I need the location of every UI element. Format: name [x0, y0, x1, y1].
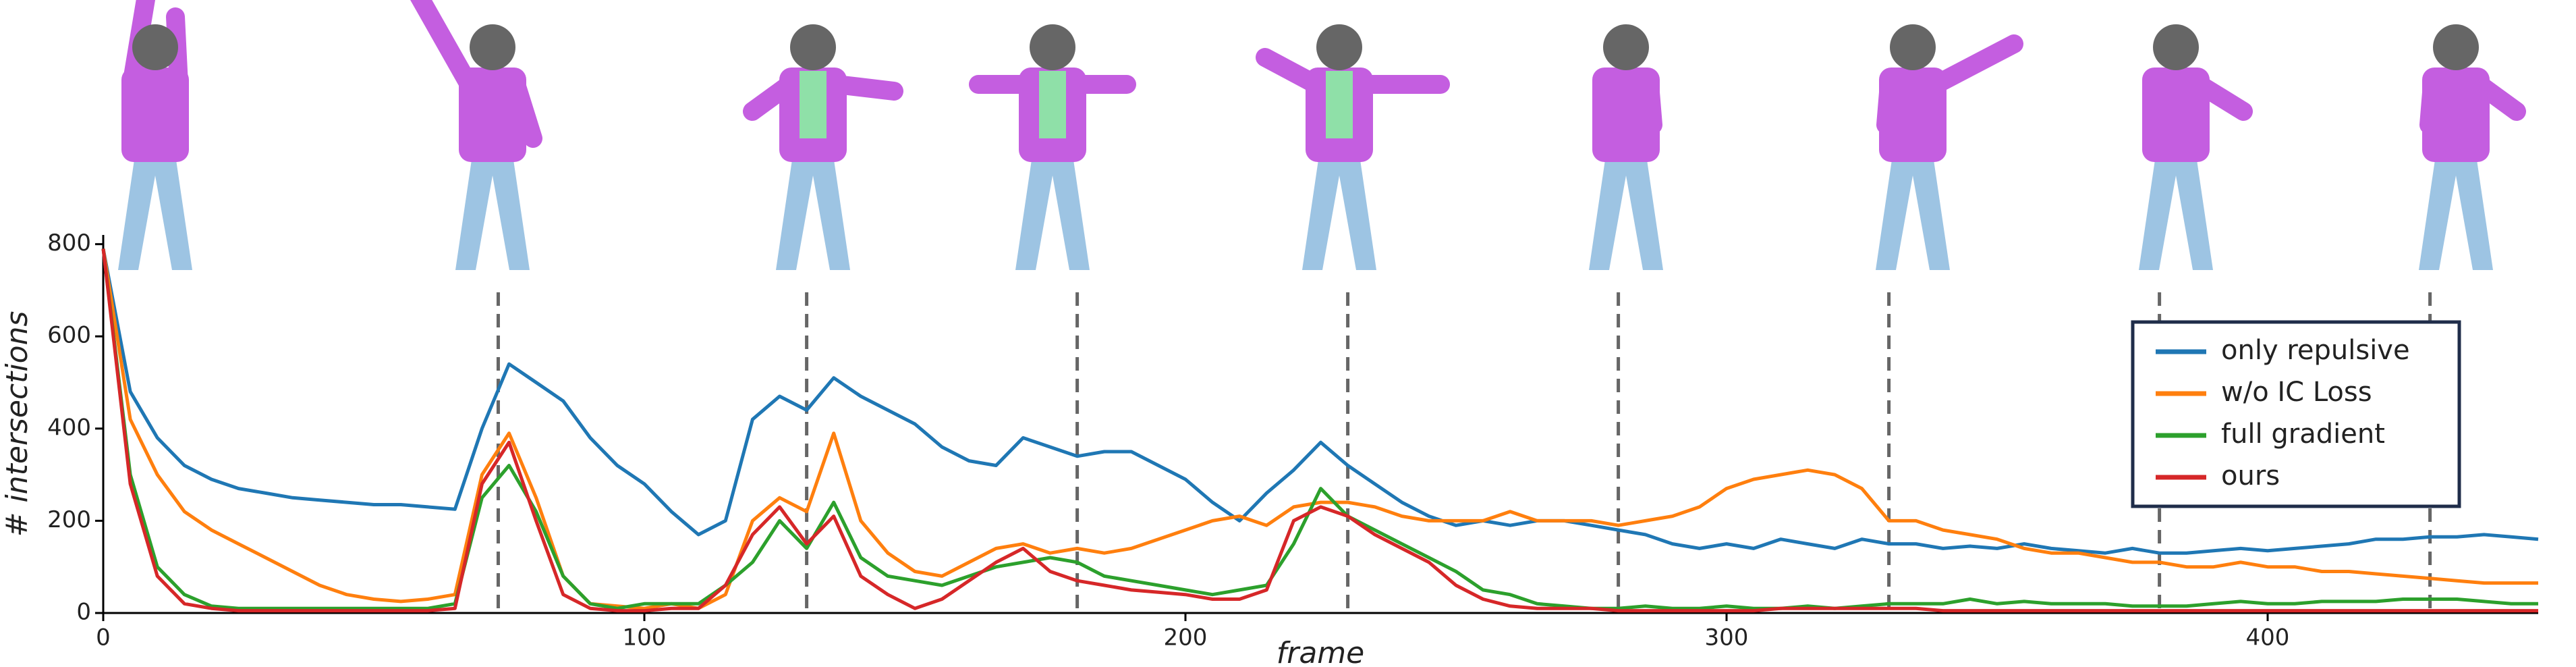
y-tick-label: 600: [47, 322, 91, 349]
figure-arm: [410, 0, 478, 94]
figure-torso: [1592, 68, 1660, 162]
legend-label: w/o IC Loss: [2221, 377, 2372, 408]
figure-head: [1030, 24, 1075, 70]
figure-torso: [1879, 68, 1947, 162]
figure-torso: [2422, 68, 2490, 162]
figure: [743, 24, 903, 270]
series-line: [101, 248, 2538, 610]
y-tick-label: 200: [47, 506, 91, 533]
figure-head: [1316, 24, 1362, 70]
y-tick-label: 800: [47, 230, 91, 257]
y-tick-label: 400: [47, 414, 91, 441]
figure-head: [790, 24, 836, 70]
figure-head: [1890, 24, 1936, 70]
figure-legs: [2139, 155, 2213, 270]
figure: [118, 0, 192, 270]
y-axis-label: # intersections: [0, 311, 34, 537]
figure-legs: [1876, 155, 1950, 270]
figure-head: [470, 24, 515, 70]
x-tick-label: 300: [1705, 624, 1749, 651]
legend-label: ours: [2221, 460, 2280, 491]
figure: [1256, 24, 1450, 270]
figure-head: [2153, 24, 2199, 70]
figure-legs: [776, 155, 850, 270]
figure-head: [132, 24, 178, 70]
series-line: [101, 248, 2539, 555]
figure-legs: [1015, 155, 1090, 270]
x-axis-label: frame: [1277, 636, 1364, 667]
figure: [2419, 24, 2526, 270]
figure-torso: [459, 68, 526, 162]
figure-head: [2433, 24, 2479, 70]
figure-legs: [2419, 155, 2493, 270]
x-tick-label: 0: [96, 624, 111, 651]
figure: [969, 24, 1136, 270]
figure-legs: [1589, 155, 1663, 270]
figure-legs: [118, 155, 192, 270]
y-tick-label: 0: [76, 599, 91, 626]
figure-arm: [1927, 34, 2023, 94]
figure: [1589, 24, 1663, 270]
figure: [410, 0, 542, 270]
x-tick-label: 400: [2246, 624, 2290, 651]
figure-shirt: [800, 71, 827, 138]
x-tick-label: 100: [623, 624, 667, 651]
series-line: [101, 248, 2538, 610]
figure-legs: [1302, 155, 1376, 270]
figure-torso: [2142, 68, 2210, 162]
figure-shirt: [1326, 71, 1353, 138]
figure-head: [1603, 24, 1649, 70]
figure-legs: [455, 155, 530, 270]
x-tick-label: 200: [1164, 624, 1208, 651]
figure: [2139, 24, 2253, 270]
figure-shirt: [1039, 71, 1066, 138]
figure-torso: [121, 68, 189, 162]
legend-label: only repulsive: [2221, 335, 2410, 366]
figure: [1876, 24, 2023, 270]
series-line: [101, 248, 2538, 613]
figures: [118, 0, 2526, 270]
legend-label: full gradient: [2221, 419, 2385, 450]
